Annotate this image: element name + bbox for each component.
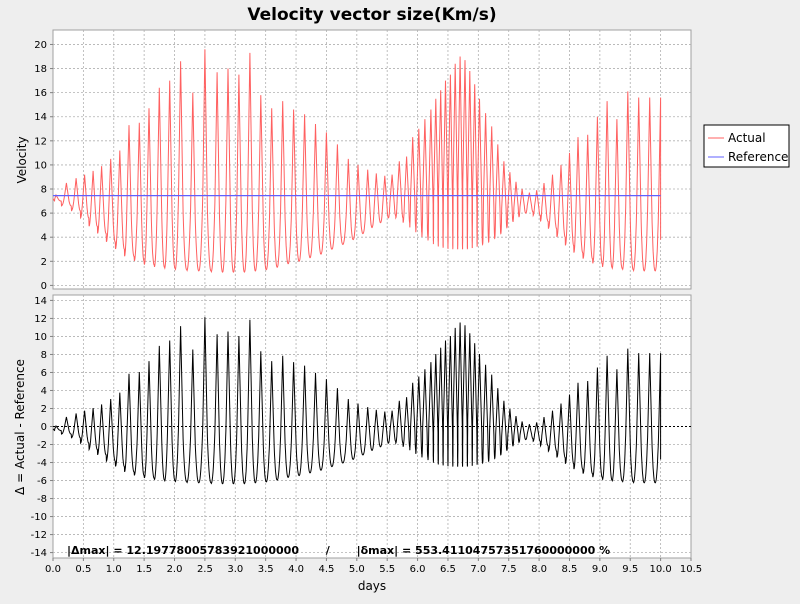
legend: Actual Reference — [703, 124, 790, 168]
x-ticks: 0.0 0.5 1.0 1.5 2.0 2.5 3.0 3.5 4.0 4.5 5.0 5.5 6.0 6… — [45, 558, 702, 575]
x-tick-label: 0.5 — [75, 564, 91, 575]
x-tick-label: 10.5 — [680, 564, 702, 575]
y-tick-label: 6 — [41, 368, 47, 379]
x-tick-label: 5.0 — [349, 564, 365, 575]
legend-label-actual: Actual — [728, 131, 766, 145]
x-tick-label: 6.5 — [440, 564, 456, 575]
top-plot-area — [52, 29, 692, 290]
y-tick-label: 2 — [41, 257, 47, 268]
x-tick-label: 3.0 — [227, 564, 243, 575]
y-tick-label: -10 — [31, 512, 47, 523]
x-tick-label: 7.0 — [470, 564, 486, 575]
y-tick-label: 10 — [34, 160, 47, 171]
y-tick-label: -8 — [37, 494, 47, 505]
x-tick-label: 4.0 — [288, 564, 304, 575]
x-tick-label: 10.0 — [649, 564, 671, 575]
series-actual-line — [52, 49, 662, 274]
y-tick-label: 4 — [41, 386, 47, 397]
legend-label-reference: Reference — [728, 150, 788, 164]
x-tick-label: 2.0 — [167, 564, 183, 575]
x-tick-label: 2.5 — [197, 564, 213, 575]
y-tick-label: 12 — [34, 136, 47, 147]
top-y-axis-label: Velocity — [15, 136, 29, 183]
y-tick-label: 18 — [34, 64, 47, 75]
y-tick-label: 0 — [41, 281, 47, 292]
y-tick-label: 0 — [41, 422, 47, 433]
chart-title: Velocity vector size(Km/s) — [247, 5, 496, 25]
y-tick-label: -14 — [31, 548, 47, 559]
x-tick-label: 8.0 — [531, 564, 547, 575]
x-tick-label: 9.5 — [622, 564, 638, 575]
y-tick-label: -12 — [31, 530, 47, 541]
x-tick-label: 4.5 — [318, 564, 334, 575]
x-tick-label: 9.0 — [592, 564, 608, 575]
y-tick-label: -6 — [37, 476, 47, 487]
x-tick-label: 5.5 — [379, 564, 395, 575]
bottom-y-axis-label: Δ = Actual - Reference — [13, 359, 27, 495]
bottom-series-lines — [52, 317, 691, 485]
x-tick-label: 1.0 — [106, 564, 122, 575]
x-tick-label: 1.5 — [136, 564, 152, 575]
top-y-ticks: 0 2 4 6 8 10 12 14 16 18 20 — [34, 40, 53, 292]
x-axis-label: days — [358, 579, 386, 593]
x-tick-label: 7.5 — [501, 564, 517, 575]
x-tick-label: 3.5 — [258, 564, 274, 575]
x-tick-label: 0.0 — [45, 564, 61, 575]
y-tick-label: 8 — [41, 350, 47, 361]
y-tick-label: 20 — [34, 40, 47, 51]
y-tick-label: 2 — [41, 404, 47, 415]
delta-max-annotation: |Δmax| = 12.19778005783921000000 / |δmax… — [67, 544, 610, 557]
y-tick-label: 6 — [41, 209, 47, 220]
bottom-y-ticks: -14 -12 -10 -8 -6 -4 -2 0 2 4 6 8 10 12 14 — [31, 296, 53, 559]
y-tick-label: -2 — [37, 440, 47, 451]
y-tick-label: 16 — [34, 88, 47, 99]
legend-box — [703, 124, 790, 168]
series-delta-line — [52, 317, 662, 485]
x-tick-label: 6.0 — [410, 564, 426, 575]
y-tick-label: 14 — [34, 296, 47, 307]
y-tick-label: 4 — [41, 233, 47, 244]
y-tick-label: -4 — [37, 458, 47, 469]
y-tick-label: 10 — [34, 332, 47, 343]
top-series-lines — [52, 49, 662, 274]
bottom-plot-area — [52, 294, 692, 559]
y-tick-label: 8 — [41, 185, 47, 196]
x-tick-label: 8.5 — [562, 564, 578, 575]
y-tick-label: 12 — [34, 314, 47, 325]
y-tick-label: 14 — [34, 112, 47, 123]
